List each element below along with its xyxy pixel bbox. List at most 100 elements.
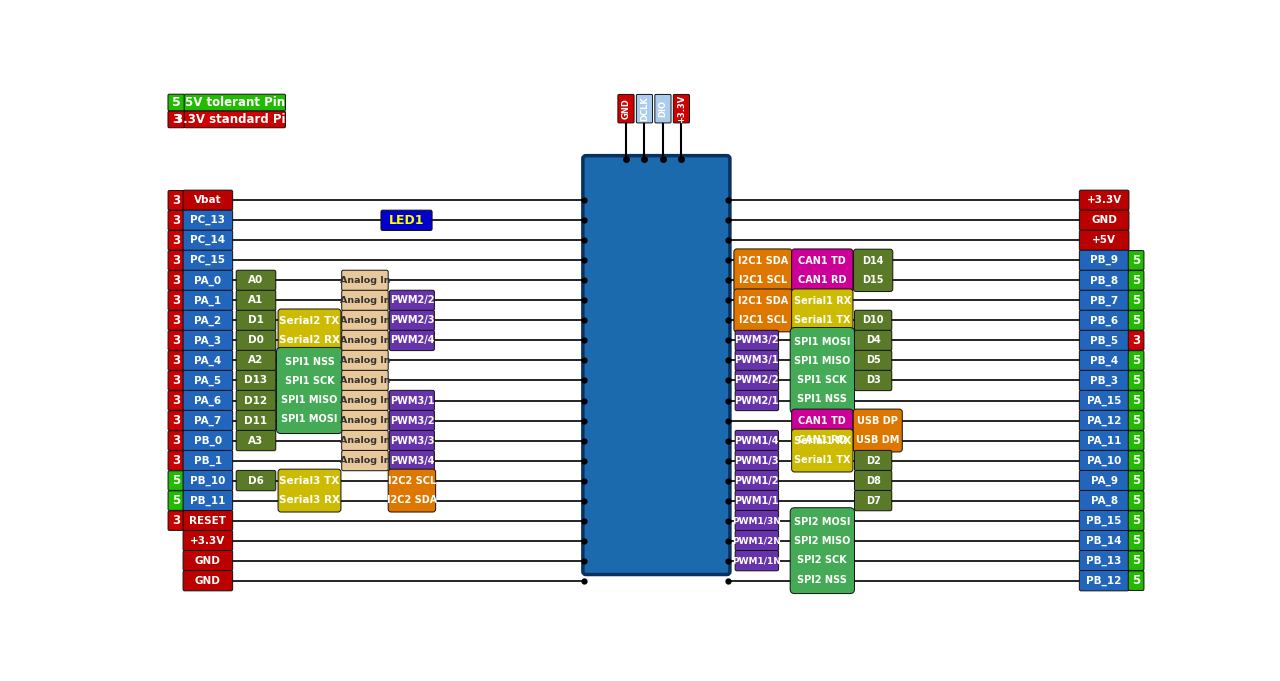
Text: PWM3/1: PWM3/1 bbox=[389, 396, 434, 405]
FancyBboxPatch shape bbox=[183, 290, 233, 311]
FancyBboxPatch shape bbox=[1079, 370, 1129, 391]
Text: 3: 3 bbox=[172, 294, 180, 307]
FancyBboxPatch shape bbox=[168, 491, 184, 510]
FancyBboxPatch shape bbox=[168, 210, 184, 230]
FancyBboxPatch shape bbox=[342, 450, 388, 471]
Text: +3.3V: +3.3V bbox=[191, 536, 225, 545]
Text: DCLK: DCLK bbox=[640, 96, 649, 121]
FancyBboxPatch shape bbox=[733, 249, 792, 291]
Text: PWM1/4: PWM1/4 bbox=[735, 436, 780, 445]
FancyBboxPatch shape bbox=[735, 430, 778, 451]
Text: Analog In: Analog In bbox=[339, 296, 390, 305]
FancyBboxPatch shape bbox=[183, 411, 233, 430]
FancyBboxPatch shape bbox=[342, 330, 388, 351]
Text: PB_15: PB_15 bbox=[1087, 516, 1121, 526]
Text: PB_7: PB_7 bbox=[1091, 296, 1119, 306]
Text: PWM1/3N: PWM1/3N bbox=[732, 516, 781, 525]
Text: PA_8: PA_8 bbox=[1091, 496, 1117, 506]
Text: Vbat: Vbat bbox=[195, 195, 221, 205]
FancyBboxPatch shape bbox=[1128, 511, 1144, 530]
Text: PA_7: PA_7 bbox=[195, 415, 221, 426]
Text: PA_12: PA_12 bbox=[1087, 415, 1121, 426]
Text: GND: GND bbox=[195, 575, 220, 586]
FancyBboxPatch shape bbox=[183, 530, 233, 551]
Text: USB DP: USB DP bbox=[858, 416, 899, 426]
Text: PWM3/2: PWM3/2 bbox=[389, 415, 434, 426]
FancyBboxPatch shape bbox=[389, 411, 434, 430]
Text: Analog In: Analog In bbox=[339, 436, 390, 445]
Text: GND: GND bbox=[1092, 215, 1117, 225]
FancyBboxPatch shape bbox=[1128, 491, 1144, 510]
Text: I2C1 SDA: I2C1 SDA bbox=[737, 296, 788, 306]
FancyBboxPatch shape bbox=[855, 471, 892, 491]
FancyBboxPatch shape bbox=[168, 411, 184, 430]
Text: PB_3: PB_3 bbox=[1091, 375, 1119, 385]
Text: 5: 5 bbox=[172, 494, 180, 507]
FancyBboxPatch shape bbox=[342, 430, 388, 451]
Text: PWM2/2: PWM2/2 bbox=[735, 375, 780, 385]
Text: PB_11: PB_11 bbox=[191, 496, 225, 506]
Text: PB_14: PB_14 bbox=[1087, 535, 1121, 545]
Text: PB_8: PB_8 bbox=[1091, 275, 1119, 285]
Text: PA_0: PA_0 bbox=[195, 275, 221, 285]
Text: SPI2 MISO: SPI2 MISO bbox=[794, 536, 850, 546]
Text: SPI1 NSS: SPI1 NSS bbox=[797, 394, 847, 405]
FancyBboxPatch shape bbox=[636, 95, 653, 123]
Text: PB_6: PB_6 bbox=[1091, 315, 1119, 326]
FancyBboxPatch shape bbox=[342, 270, 388, 291]
Text: PWM3/4: PWM3/4 bbox=[389, 456, 434, 466]
Text: I2C1 SCL: I2C1 SCL bbox=[739, 315, 787, 325]
FancyBboxPatch shape bbox=[855, 370, 892, 391]
FancyBboxPatch shape bbox=[1079, 550, 1129, 571]
FancyBboxPatch shape bbox=[735, 471, 778, 491]
FancyBboxPatch shape bbox=[854, 409, 902, 452]
Text: 3.3V standard Pin: 3.3V standard Pin bbox=[175, 113, 294, 126]
FancyBboxPatch shape bbox=[168, 370, 184, 390]
Text: Analog In: Analog In bbox=[339, 456, 390, 465]
Text: 3: 3 bbox=[172, 514, 180, 527]
FancyBboxPatch shape bbox=[342, 350, 388, 370]
Text: DIO: DIO bbox=[658, 100, 667, 117]
FancyBboxPatch shape bbox=[1128, 451, 1144, 471]
Text: CAN1 RD: CAN1 RD bbox=[797, 274, 846, 285]
FancyBboxPatch shape bbox=[168, 251, 184, 270]
Text: +5V: +5V bbox=[1092, 236, 1116, 245]
Text: PWM3/2: PWM3/2 bbox=[735, 336, 780, 345]
FancyBboxPatch shape bbox=[237, 270, 275, 291]
FancyBboxPatch shape bbox=[1128, 331, 1144, 350]
FancyBboxPatch shape bbox=[278, 309, 340, 352]
Text: 3: 3 bbox=[172, 394, 180, 407]
Text: PC_15: PC_15 bbox=[191, 255, 225, 266]
FancyBboxPatch shape bbox=[183, 270, 233, 291]
Text: D2: D2 bbox=[865, 456, 881, 466]
Text: 3: 3 bbox=[172, 194, 180, 207]
Text: I2C2 SCL: I2C2 SCL bbox=[388, 476, 436, 486]
Text: CAN1 TD: CAN1 TD bbox=[799, 416, 846, 426]
Text: D4: D4 bbox=[865, 336, 881, 345]
Text: 3: 3 bbox=[172, 414, 180, 427]
Text: PB_10: PB_10 bbox=[191, 475, 225, 486]
FancyBboxPatch shape bbox=[168, 451, 184, 471]
FancyBboxPatch shape bbox=[237, 370, 275, 391]
FancyBboxPatch shape bbox=[1128, 291, 1144, 310]
FancyBboxPatch shape bbox=[183, 230, 233, 251]
FancyBboxPatch shape bbox=[618, 95, 634, 123]
Text: PWM1/1: PWM1/1 bbox=[735, 496, 780, 505]
FancyBboxPatch shape bbox=[1128, 251, 1144, 270]
Text: PB_1: PB_1 bbox=[193, 456, 221, 466]
Text: PWM3/3: PWM3/3 bbox=[389, 436, 434, 445]
Text: SPI1 SCK: SPI1 SCK bbox=[797, 375, 847, 385]
FancyBboxPatch shape bbox=[1128, 551, 1144, 571]
FancyBboxPatch shape bbox=[342, 411, 388, 430]
Text: 5: 5 bbox=[1132, 574, 1140, 587]
FancyBboxPatch shape bbox=[1079, 350, 1129, 370]
FancyBboxPatch shape bbox=[389, 430, 434, 451]
FancyBboxPatch shape bbox=[168, 111, 184, 128]
Text: 3: 3 bbox=[172, 274, 180, 287]
Text: 3: 3 bbox=[172, 214, 180, 227]
FancyBboxPatch shape bbox=[184, 94, 285, 111]
FancyBboxPatch shape bbox=[237, 430, 275, 451]
Text: D13: D13 bbox=[244, 375, 268, 385]
Text: 5: 5 bbox=[1132, 414, 1140, 427]
Text: +3.3V: +3.3V bbox=[1087, 195, 1121, 205]
